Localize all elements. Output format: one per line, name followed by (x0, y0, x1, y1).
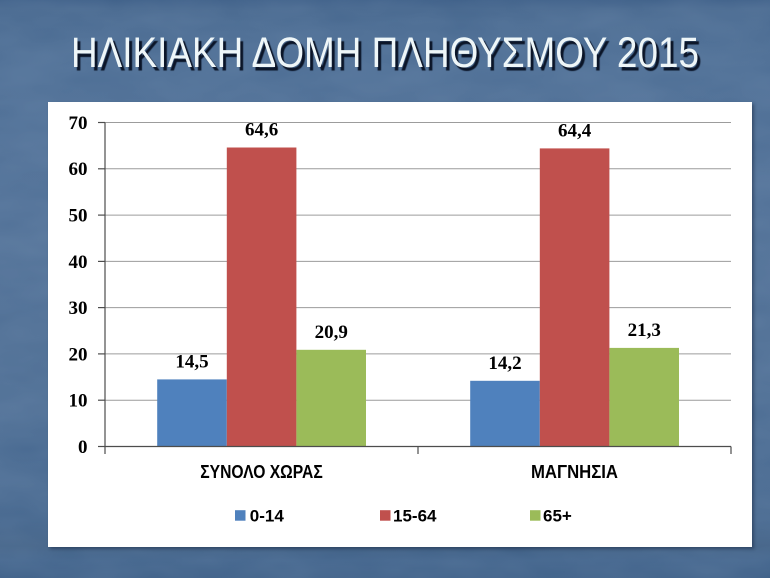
svg-text:15-64: 15-64 (393, 506, 437, 525)
svg-text:ΜΑΓΝΗΣΙΑ: ΜΑΓΝΗΣΙΑ (531, 462, 618, 482)
svg-text:21,3: 21,3 (628, 320, 661, 341)
svg-text:60: 60 (69, 159, 88, 180)
svg-text:50: 50 (69, 206, 88, 227)
svg-text:65+: 65+ (543, 506, 572, 525)
svg-text:10: 10 (69, 391, 88, 412)
svg-text:ΣΥΝΟΛΟ ΧΩΡΑΣ: ΣΥΝΟΛΟ ΧΩΡΑΣ (200, 462, 323, 482)
svg-text:70: 70 (69, 113, 88, 134)
svg-text:30: 30 (69, 298, 88, 319)
svg-text:0: 0 (78, 437, 88, 458)
svg-text:14,2: 14,2 (488, 353, 521, 374)
svg-text:64,4: 64,4 (558, 120, 592, 141)
svg-text:0-14: 0-14 (250, 506, 285, 525)
svg-text:64,6: 64,6 (245, 120, 278, 141)
svg-text:20,9: 20,9 (315, 322, 348, 343)
svg-text:40: 40 (69, 252, 88, 273)
svg-text:14,5: 14,5 (175, 351, 208, 372)
svg-text:20: 20 (69, 344, 88, 365)
